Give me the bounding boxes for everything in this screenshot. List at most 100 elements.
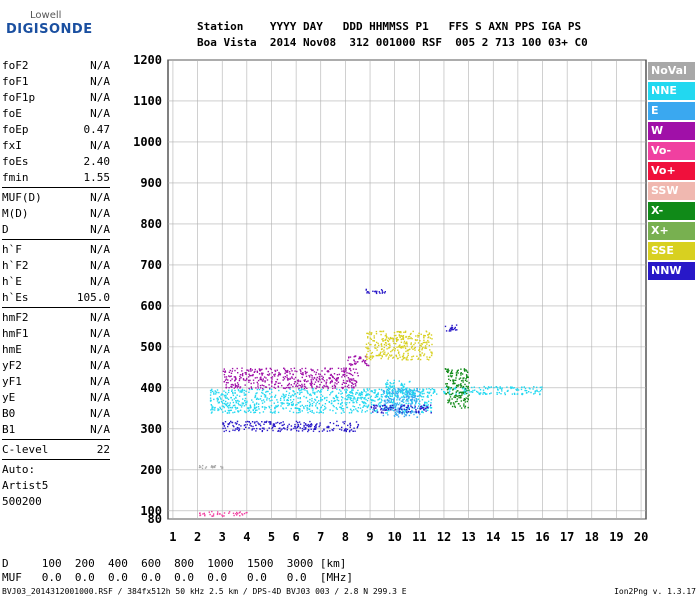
data-point xyxy=(359,404,361,406)
data-point xyxy=(344,428,346,431)
data-point xyxy=(354,371,356,374)
data-point xyxy=(268,405,270,408)
data-point xyxy=(378,353,380,356)
data-point xyxy=(350,397,352,399)
data-point xyxy=(248,391,250,393)
param-value: N/A xyxy=(90,375,110,388)
data-point xyxy=(394,389,396,391)
data-point xyxy=(381,411,383,413)
data-point xyxy=(406,398,408,401)
data-point xyxy=(346,395,348,397)
data-point xyxy=(460,385,463,387)
data-point xyxy=(397,394,399,397)
data-point xyxy=(405,400,407,402)
data-point xyxy=(414,407,416,409)
param-value: N/A xyxy=(90,343,110,356)
data-point xyxy=(296,370,298,373)
data-point xyxy=(488,386,491,389)
data-point xyxy=(232,391,234,394)
data-point xyxy=(271,372,273,374)
data-point xyxy=(318,400,320,402)
data-point xyxy=(229,406,232,409)
data-point xyxy=(308,424,310,427)
data-point xyxy=(277,375,279,377)
data-point xyxy=(353,386,355,388)
param-row: hmF2 N/A xyxy=(2,310,110,326)
data-point xyxy=(397,349,399,351)
data-point xyxy=(308,408,310,410)
data-point xyxy=(272,429,274,432)
data-point xyxy=(415,401,417,403)
data-point xyxy=(388,347,390,349)
data-point xyxy=(403,404,406,406)
data-point xyxy=(339,428,341,430)
data-point xyxy=(257,406,260,408)
data-point xyxy=(343,373,346,376)
data-point xyxy=(399,402,401,404)
data-point xyxy=(222,405,225,408)
data-point xyxy=(274,407,276,410)
data-point xyxy=(212,390,214,393)
data-point xyxy=(311,377,313,379)
data-point xyxy=(391,404,394,406)
data-point xyxy=(399,336,401,339)
data-point xyxy=(254,377,257,379)
data-point xyxy=(241,367,243,369)
data-point xyxy=(256,409,258,411)
data-point xyxy=(490,392,492,394)
data-point xyxy=(236,428,238,430)
data-point xyxy=(411,338,413,340)
data-point xyxy=(393,406,395,408)
data-point xyxy=(390,409,392,411)
data-point xyxy=(269,400,271,402)
data-point xyxy=(248,373,250,375)
data-point xyxy=(463,399,466,401)
data-point xyxy=(344,382,346,384)
param-row: M(D) N/A xyxy=(2,206,110,222)
data-point xyxy=(382,405,384,407)
data-point xyxy=(327,371,329,373)
data-point xyxy=(326,399,328,402)
data-point xyxy=(464,390,467,392)
data-point xyxy=(356,361,358,363)
data-point xyxy=(327,387,329,390)
param-value: N/A xyxy=(90,139,110,152)
data-point xyxy=(447,399,449,401)
data-point xyxy=(248,388,251,391)
data-point xyxy=(528,391,530,393)
data-point xyxy=(233,387,235,389)
data-point xyxy=(444,391,446,393)
data-point xyxy=(372,356,375,358)
data-point xyxy=(349,373,351,375)
data-point xyxy=(292,373,294,376)
data-point xyxy=(247,410,250,412)
data-point xyxy=(332,404,334,407)
data-point xyxy=(420,345,423,347)
data-point xyxy=(311,410,313,412)
data-point xyxy=(334,385,337,387)
data-point xyxy=(449,329,451,331)
data-point xyxy=(378,398,380,401)
data-point xyxy=(403,331,405,333)
data-point xyxy=(467,387,469,390)
data-point xyxy=(265,421,267,424)
data-point xyxy=(349,397,351,399)
data-point xyxy=(253,428,255,430)
data-point xyxy=(303,426,305,428)
param-row: h`E N/A xyxy=(2,274,110,290)
data-point xyxy=(319,424,321,426)
header-values: Boa Vista 2014 Nov08 312 001000 RSF 005 … xyxy=(197,36,588,49)
data-point xyxy=(230,375,232,377)
data-point xyxy=(234,406,236,408)
data-point xyxy=(306,407,308,409)
data-point xyxy=(282,376,285,378)
data-point xyxy=(250,374,252,377)
data-point xyxy=(240,377,242,379)
data-point xyxy=(294,376,297,379)
data-point xyxy=(271,396,273,398)
data-point xyxy=(453,388,455,390)
data-point xyxy=(389,388,391,390)
param-row: h`F N/A xyxy=(2,242,110,258)
data-point xyxy=(241,391,243,393)
data-point xyxy=(401,400,404,403)
